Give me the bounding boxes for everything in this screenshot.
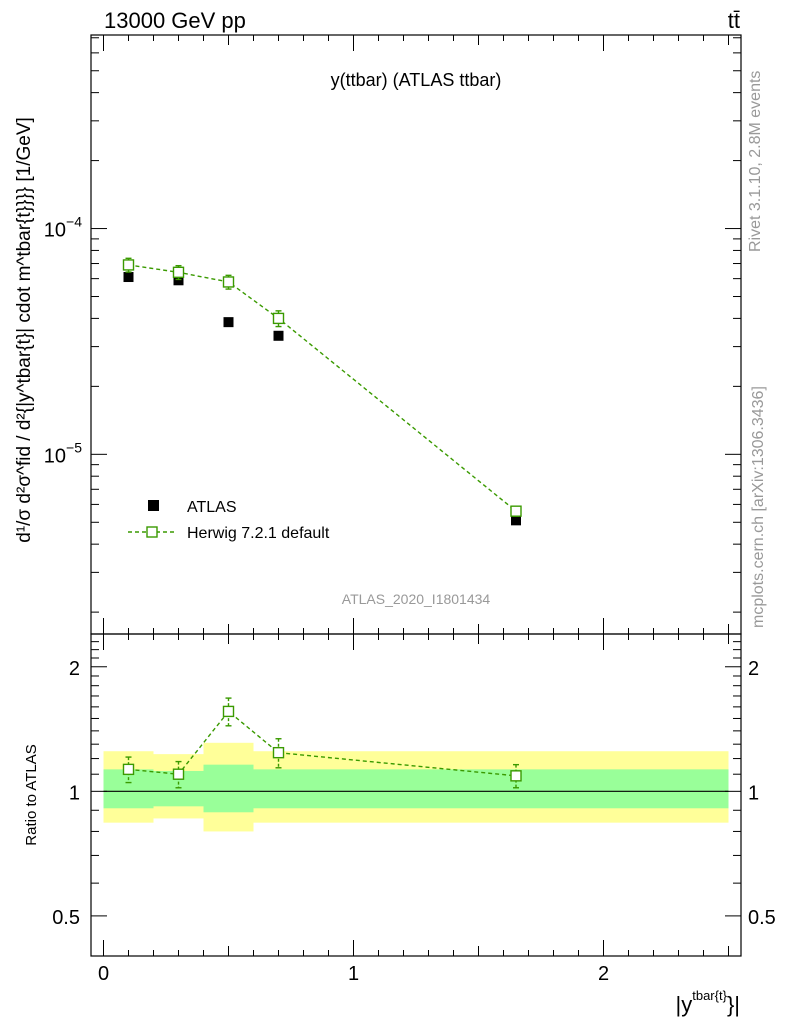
x-tick-label-0: 0: [98, 963, 109, 985]
herwig-point-0: [122, 259, 135, 271]
side-label-rivet: Rivet 3.1.10, 2.8M events: [747, 71, 764, 252]
ratio-ytick-label-right-0: 0.5: [748, 907, 776, 929]
ratio-ytick-label-left-0: 0.5: [52, 907, 80, 929]
atlas-point-3: [273, 330, 284, 341]
legend-atlas-label: ATLAS: [187, 499, 237, 516]
ratio-herwig-line: [128, 710, 517, 777]
ratio-frame: [90, 633, 742, 957]
herwig-point-1: [172, 266, 185, 279]
legend: ATLAS Herwig 7.2.1 default: [128, 499, 330, 542]
ratio-panel: 0.5 0.5 1 1 2 2: [52, 633, 776, 957]
herwig-point-3: [272, 312, 285, 325]
main-frame: [90, 34, 742, 635]
header-left: 13000 GeV pp: [104, 8, 246, 33]
legend-herwig-label: Herwig 7.2.1 default: [187, 525, 330, 542]
main-ytick-label-base: 10: [44, 220, 66, 242]
ratio-herwig-point-4: [510, 770, 522, 782]
herwig-point-2: [222, 276, 235, 288]
ratio-herwig-point-3: [272, 746, 285, 759]
ratio-ytick-label-left-1: 1: [69, 782, 80, 804]
ratio-band-inner-2: [203, 764, 254, 813]
atlas-point-2: [223, 317, 234, 328]
ratio-ytick-label-right-1: 1: [748, 782, 759, 804]
ratio-ylabel: Ratio to ATLAS: [23, 744, 40, 845]
svg-text:|ytbar{t}}|: |ytbar{t}}|: [676, 988, 740, 1017]
main-ytick-label-0: 10−4: [44, 214, 82, 242]
main-ytick-label-exp: −5: [66, 439, 82, 455]
ratio-herwig-point-2: [222, 705, 235, 718]
legend-atlas-marker: [148, 500, 159, 511]
atlas-point-1: [173, 275, 184, 286]
main-ytick-label-base: 10: [44, 445, 66, 467]
ratio-ytick-label-left-2: 2: [69, 658, 80, 680]
x-label-base: |y: [676, 992, 693, 1017]
atlas-point-0: [123, 272, 134, 283]
header-right: tt̄: [728, 8, 740, 33]
ratio-band-inner-3: [253, 769, 304, 809]
main-panel: 10−410−5 y(ttbar) (ATLAS ttbar) ATLAS_20…: [44, 34, 742, 635]
x-label-tail: }|: [727, 992, 740, 1017]
plot-title: y(ttbar) (ATLAS ttbar): [331, 70, 502, 90]
ratio-herwig-point-1: [172, 768, 185, 780]
x-label-sup: tbar{t}: [692, 988, 727, 1003]
x-tick-label-2: 2: [598, 963, 609, 985]
herwig-point-4: [510, 505, 522, 517]
analysis-watermark: ATLAS_2020_I1801434: [342, 591, 491, 607]
main-ytick-label-exp: −4: [66, 214, 82, 230]
legend-herwig-marker: [146, 526, 158, 538]
ratio-band-inner-0: [103, 769, 154, 809]
x-tick-label-1: 1: [348, 963, 359, 985]
atlas-point-4: [511, 515, 521, 526]
side-label-mcplots: mcplots.cern.ch [arXiv:1306.3436]: [750, 386, 767, 628]
ratio-ytick-label-right-2: 2: [748, 658, 759, 680]
main-ylabel: d¹/σ d²σ^fid / d²{|y^tbar{t}| cdot m^tba…: [14, 117, 35, 543]
main-ytick-label-1: 10−5: [44, 439, 82, 467]
x-axis-label: |ytbar{t}}|: [676, 988, 740, 1017]
ratio-herwig-point-0: [122, 763, 135, 776]
herwig-line: [128, 264, 517, 512]
